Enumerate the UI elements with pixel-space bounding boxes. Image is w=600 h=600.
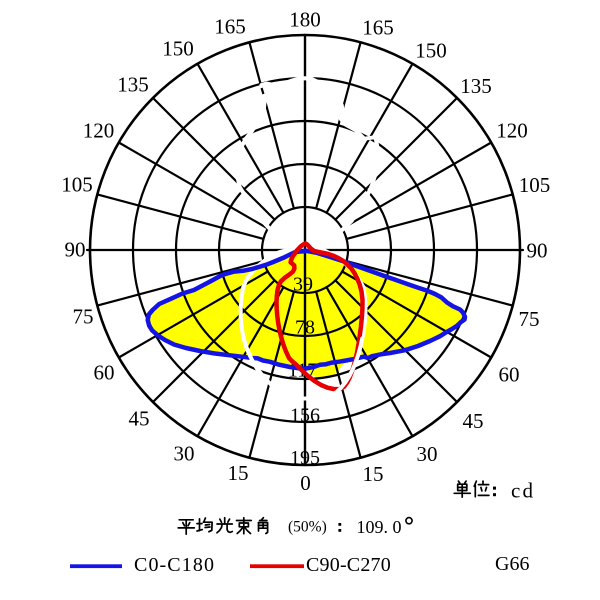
svg-text:109.: 109.: [357, 517, 389, 537]
svg-text:75: 75: [73, 304, 94, 328]
svg-text:120: 120: [83, 118, 115, 142]
svg-text:30: 30: [417, 442, 438, 466]
svg-text:C90-C270: C90-C270: [306, 554, 391, 576]
svg-text:195: 195: [290, 447, 320, 469]
svg-text:15: 15: [363, 462, 384, 486]
svg-text:90: 90: [527, 238, 548, 262]
svg-text:0: 0: [300, 471, 311, 495]
svg-text:30: 30: [174, 441, 195, 465]
svg-text:150: 150: [415, 38, 447, 62]
svg-text:39: 39: [293, 274, 313, 296]
svg-text:156: 156: [290, 404, 320, 426]
svg-text:G66: G66: [495, 553, 529, 575]
svg-text:90: 90: [65, 237, 86, 261]
svg-text:120: 120: [496, 118, 528, 142]
svg-text:0: 0: [393, 517, 402, 537]
svg-text:78: 78: [295, 316, 315, 338]
svg-text:15: 15: [228, 461, 249, 485]
svg-text:105: 105: [61, 172, 93, 196]
svg-text:135: 135: [117, 72, 149, 96]
svg-text:cd: cd: [511, 479, 535, 503]
svg-text:45: 45: [463, 409, 484, 433]
svg-text:165: 165: [214, 14, 246, 38]
svg-text:C0-C180: C0-C180: [134, 554, 215, 576]
svg-text:105: 105: [519, 173, 551, 197]
svg-text:165: 165: [362, 15, 394, 39]
svg-text:150: 150: [162, 36, 194, 60]
svg-text:60: 60: [499, 362, 520, 386]
svg-text:180: 180: [289, 7, 321, 31]
svg-text:(50%): (50%): [288, 519, 327, 536]
svg-text:45: 45: [129, 406, 150, 430]
svg-text:135: 135: [460, 74, 492, 98]
svg-text:60: 60: [94, 360, 115, 384]
svg-text:75: 75: [519, 307, 540, 331]
